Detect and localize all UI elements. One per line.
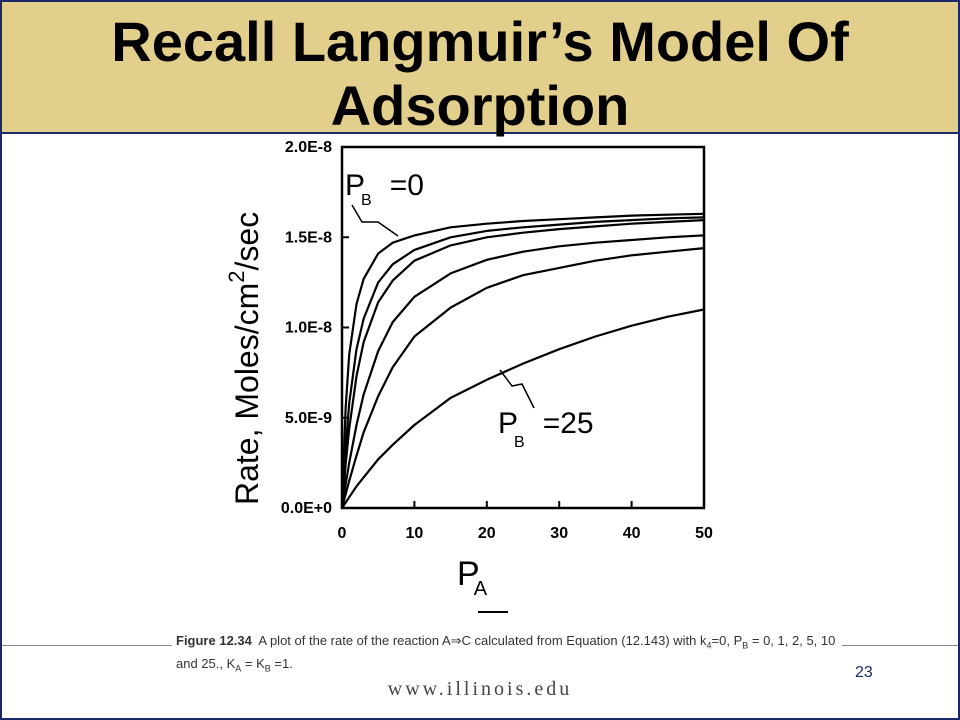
- x-tick-label: 30: [550, 525, 568, 542]
- annotation-pb-25-value: =25: [543, 407, 594, 440]
- caption-text-1: A plot of the rate of the reaction A: [258, 633, 451, 648]
- rate-curve-series-2: [340, 216, 705, 509]
- page-number: 23: [855, 664, 873, 681]
- footer-url: www.illinois.edu: [387, 678, 573, 700]
- rate-curve-series-6: [341, 308, 705, 509]
- y-axis-label-main: Rate, Moles/cm: [229, 283, 265, 505]
- x-tick-label: 10: [406, 525, 424, 542]
- y-tick-label: 1.5E-8: [285, 229, 332, 246]
- caption-ka-sub: A: [235, 663, 242, 674]
- title-band: [2, 2, 958, 134]
- x-axis-label-main: P: [457, 555, 480, 593]
- x-axis-label: PA: [457, 555, 488, 600]
- annotation-pb-25-sub: B: [514, 434, 525, 451]
- caption-pb-sub: B: [742, 640, 749, 651]
- rate-curve-series-5: [340, 247, 705, 509]
- y-tick-label: 5.0E-9: [285, 410, 332, 427]
- caption-rule-left: [2, 645, 172, 646]
- rate-curve-series-4: [340, 234, 705, 509]
- annotation-pb-25-main: P: [498, 407, 518, 440]
- annotation-pb-25: P B =25: [498, 407, 594, 451]
- rate-curve-series-1: [340, 212, 705, 509]
- caption-text-5: = K: [241, 655, 265, 671]
- x-tick-label: 50: [695, 525, 713, 542]
- annotation-pb-0-main: P: [345, 169, 365, 202]
- y-axis-label-sup: 2: [224, 270, 249, 282]
- caption-text-3: =0, P: [711, 633, 743, 648]
- caption-text-2: C calculated from Equation (12.143) with…: [461, 633, 707, 648]
- y-tick-label: 1.0E-8: [285, 320, 332, 337]
- caption-k-sub: 4: [706, 640, 712, 651]
- x-tick-label: 40: [623, 525, 641, 542]
- caption-rule-right: [842, 645, 958, 646]
- annotation-pb-0: PB =0: [345, 169, 424, 209]
- slide-title: Recall Langmuir’s Model Of Adsorption: [111, 10, 849, 137]
- annotation-pb-25-leader: [499, 369, 535, 409]
- annotation-pb-0-sub: B: [361, 192, 372, 209]
- figure-caption: Figure 12.34 A plot of the rate of the r…: [176, 632, 836, 677]
- annotation-pb-0-value: =0: [390, 169, 424, 202]
- y-tick-label: 0.0E+0: [281, 500, 332, 517]
- caption-text-6: =1.: [270, 655, 293, 671]
- y-axis-label: Rate, Moles/cm2/sec: [224, 212, 265, 505]
- x-tick-label: 20: [478, 525, 496, 542]
- caption-figure-label: Figure 12.34: [176, 633, 252, 648]
- x-tick-label: 0: [338, 525, 347, 542]
- x-axis-label-sub: A: [474, 578, 488, 600]
- y-axis-label-tail: /sec: [229, 212, 265, 271]
- caption-kb-sub: B: [264, 663, 271, 674]
- caption-arrow: ⇒: [450, 633, 462, 648]
- rate-curve-series-3: [340, 219, 705, 509]
- caption-text-4: = 0, 1, 2, 5, 10 and 25., K: [176, 633, 836, 671]
- annotation-pb-0-leader: [351, 204, 399, 237]
- y-tick-label: 2.0E-8: [285, 139, 332, 156]
